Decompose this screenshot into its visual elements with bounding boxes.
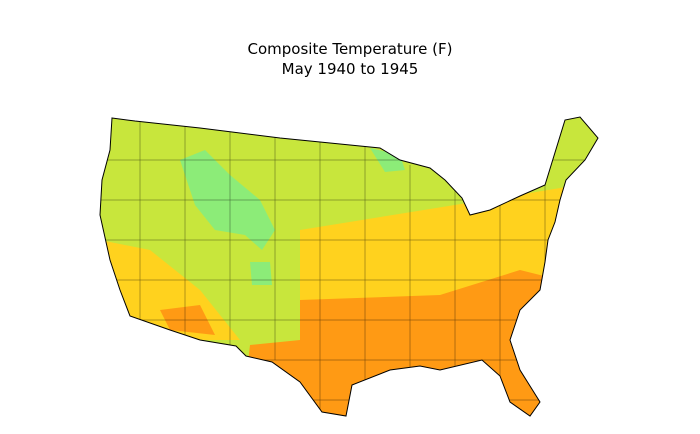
map-title: Composite Temperature (F) bbox=[248, 40, 453, 58]
us-outline bbox=[99, 116, 599, 417]
region-cool-co bbox=[250, 262, 272, 285]
division-lines bbox=[100, 120, 598, 410]
map-subtitle: May 1940 to 1945 bbox=[282, 60, 419, 78]
